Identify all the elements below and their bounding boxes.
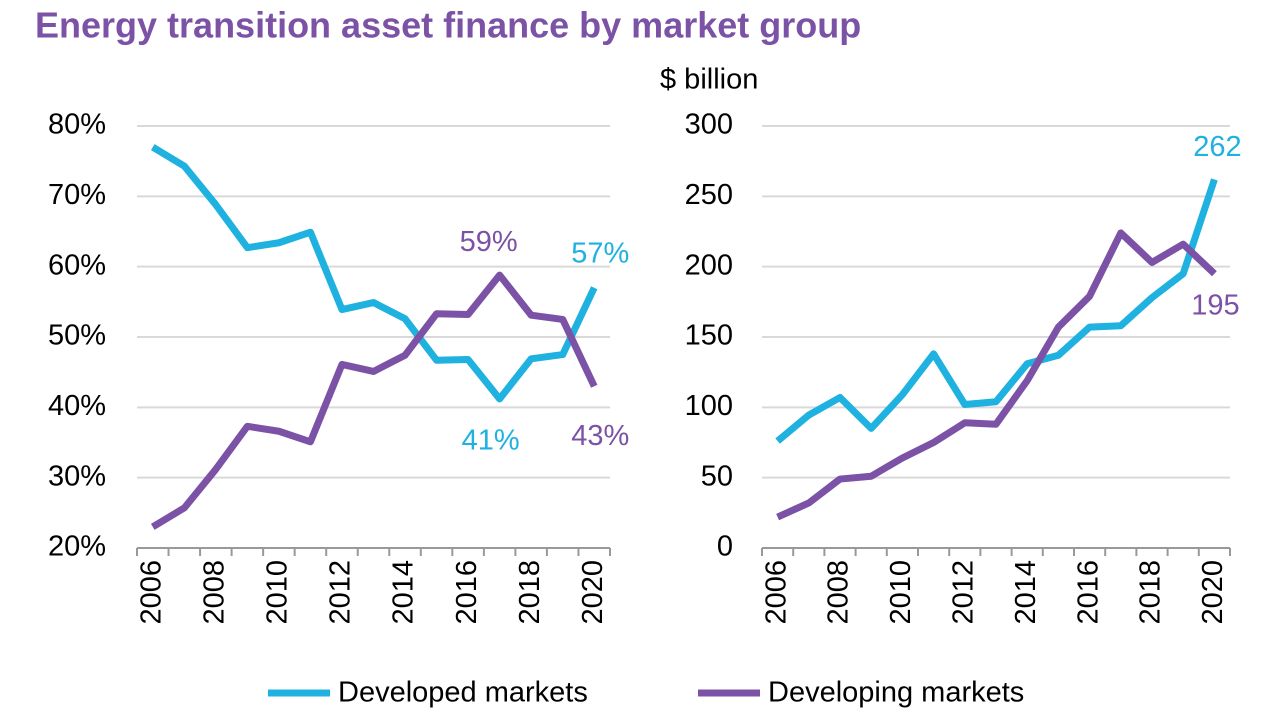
data-label: 59% [460, 226, 518, 258]
chart-title: Energy transition asset finance by marke… [35, 5, 861, 46]
x-tick-label: 2014 [1010, 560, 1042, 625]
y-tick-label: 200 [685, 249, 733, 281]
y-tick-label: 0 [717, 531, 733, 563]
y-tick-label: 50% [48, 320, 106, 352]
x-tick-label: 2020 [577, 560, 609, 625]
x-tick-label: 2018 [1135, 560, 1167, 625]
x-tick-label: 2012 [325, 560, 357, 625]
y-tick-label: 70% [48, 179, 106, 211]
data-label: 262 [1193, 131, 1241, 163]
legend-label: Developing markets [768, 677, 1024, 709]
x-tick-label: 2016 [1072, 560, 1104, 625]
y-tick-label: 250 [685, 179, 733, 211]
x-tick-label: 2018 [514, 560, 546, 625]
y-tick-label: 100 [685, 390, 733, 422]
legend-label: Developed markets [338, 677, 588, 709]
y-tick-label: 60% [48, 249, 106, 281]
data-line [775, 178, 1218, 444]
data-line [776, 229, 1217, 521]
x-tick-label: 2006 [760, 560, 792, 625]
x-tick-label: 2010 [262, 560, 294, 625]
y-tick-label: 300 [685, 109, 733, 141]
x-tick-label: 2014 [388, 560, 420, 625]
y-tick-label: 80% [48, 109, 106, 141]
x-tick-label: 2010 [885, 560, 917, 625]
y-tick-label: 30% [48, 460, 106, 492]
y-tick-label: 150 [685, 320, 733, 352]
data-line [150, 144, 598, 403]
x-tick-label: 2020 [1197, 560, 1229, 625]
x-tick-label: 2008 [198, 560, 230, 625]
y-tick-label: 40% [48, 390, 106, 422]
data-label: 41% [462, 425, 520, 457]
data-label: 195 [1191, 289, 1239, 321]
x-tick-label: 2006 [135, 560, 167, 625]
x-tick-label: 2016 [451, 560, 483, 625]
y-axis-label: $ billion [660, 64, 758, 96]
data-label: 57% [571, 237, 629, 269]
x-tick-label: 2012 [947, 560, 979, 625]
y-tick-label: 20% [48, 531, 106, 563]
data-label: 43% [571, 420, 629, 452]
data-line [150, 271, 598, 530]
y-tick-label: 50 [701, 460, 733, 492]
x-tick-label: 2008 [823, 560, 855, 625]
